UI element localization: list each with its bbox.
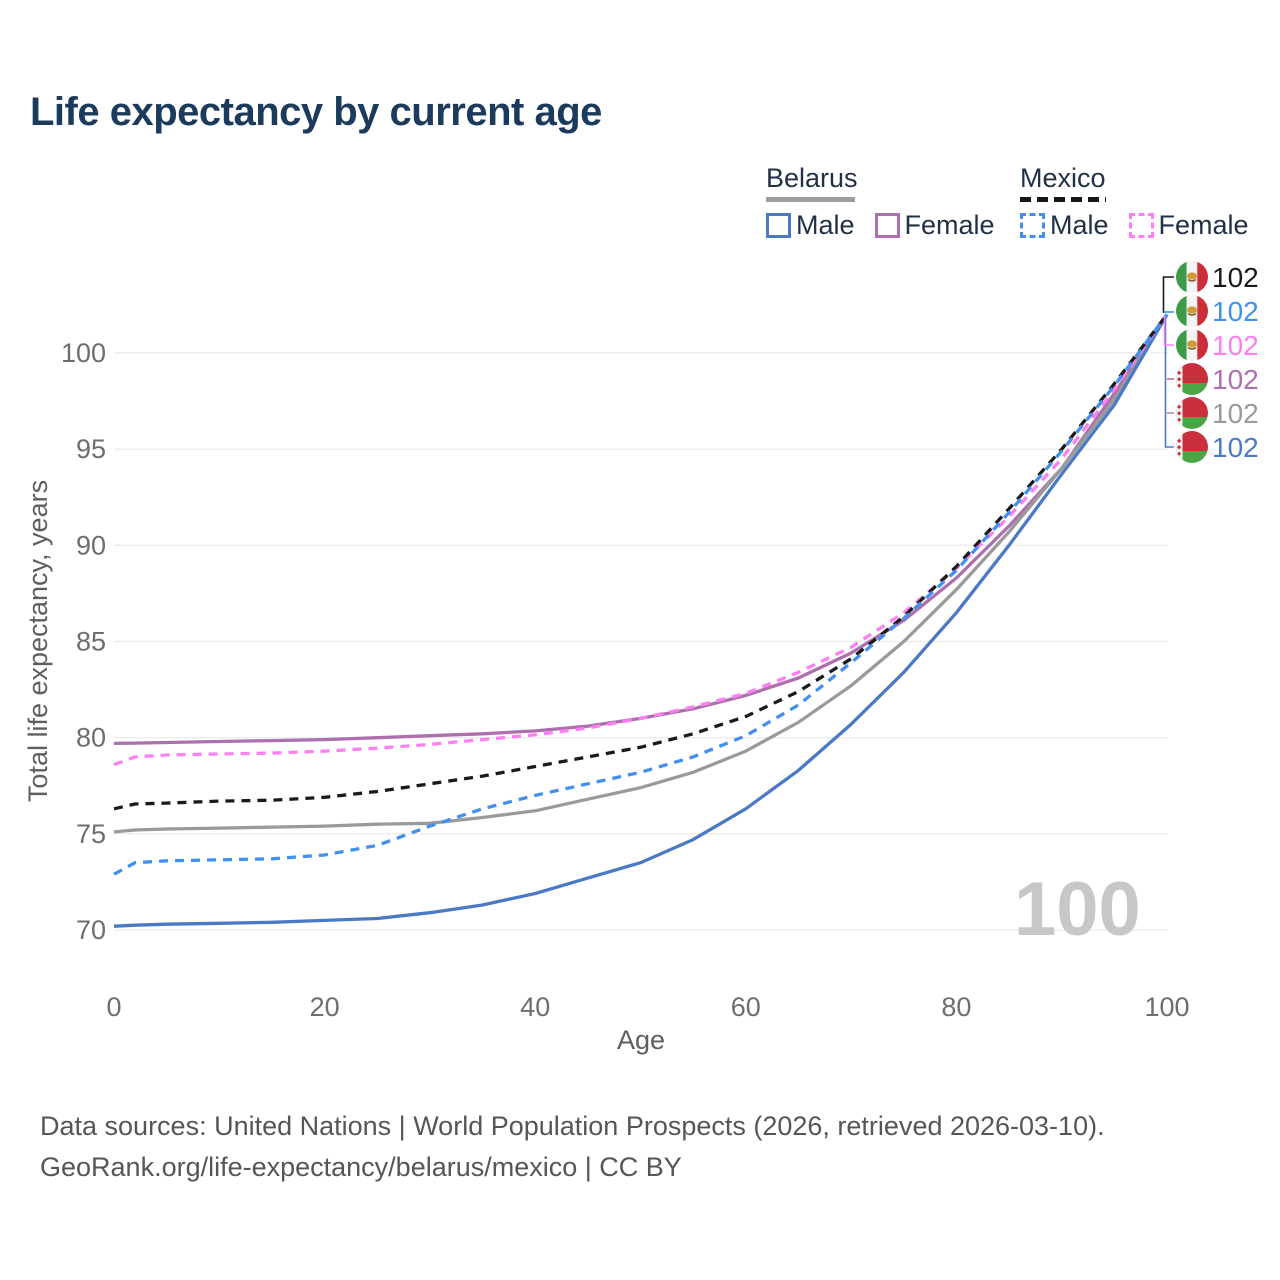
legend-item-belarus-female[interactable]: Female — [904, 210, 995, 240]
legend-item-mexico-male[interactable]: Male — [1050, 210, 1109, 240]
y-tick-label: 95 — [76, 434, 106, 464]
legend-country-belarus[interactable]: Belarus — [766, 163, 858, 193]
x-tick-label: 40 — [520, 992, 550, 1022]
end-label-connector — [1162, 276, 1174, 313]
series-line-belarus-both-sexes-[interactable] — [113, 313, 1169, 834]
y-tick-label: 85 — [76, 627, 106, 657]
mexico-male-swatch-icon[interactable] — [1020, 213, 1045, 238]
mexico-female-swatch-icon[interactable] — [1128, 213, 1154, 238]
mexico-flag-icon — [1176, 329, 1208, 361]
end-label-value: 102 — [1212, 398, 1259, 429]
y-tick-label: 100 — [61, 338, 106, 368]
mexico-dashed-line-swatch — [1020, 197, 1106, 202]
y-tick-label: 90 — [76, 530, 106, 560]
x-tick-label: 0 — [106, 992, 121, 1022]
footer-attribution: GeoRank.org/life-expectancy/belarus/mexi… — [40, 1152, 682, 1182]
legend-item-belarus-male[interactable]: Male — [796, 210, 855, 240]
end-label-value: 102 — [1212, 262, 1259, 293]
legend-group-mexico: Mexico Male Female — [1020, 163, 1249, 241]
end-label-value: 102 — [1212, 330, 1259, 361]
belarus-solid-line-swatch — [766, 197, 855, 202]
page-title: Life expectancy by current age — [30, 90, 602, 134]
series-line-belarus-female[interactable] — [113, 313, 1169, 746]
end-label-value: 102 — [1212, 296, 1259, 327]
mexico-flag-icon — [1176, 261, 1208, 293]
series-line-mexico-male[interactable] — [113, 313, 1169, 876]
end-label-connector — [1163, 316, 1174, 346]
x-tick-label: 20 — [310, 992, 340, 1022]
x-tick-label: 60 — [731, 992, 761, 1022]
legend-item-mexico-female[interactable]: Female — [1158, 210, 1249, 240]
belarus-flag-icon — [1176, 397, 1208, 429]
end-label-value: 102 — [1212, 432, 1259, 463]
belarus-female-swatch-icon[interactable] — [874, 213, 900, 238]
legend-group-belarus: Belarus Male Female — [766, 163, 995, 241]
mexico-flag-icon — [1176, 295, 1208, 327]
end-label-connector — [1164, 317, 1174, 448]
footer-data-sources: Data sources: United Nations | World Pop… — [40, 1111, 1105, 1141]
y-tick-label: 70 — [76, 915, 106, 945]
y-tick-label: 75 — [76, 819, 106, 849]
belarus-male-swatch-icon[interactable] — [766, 213, 791, 238]
belarus-flag-icon — [1176, 431, 1208, 463]
series-line-mexico-both-sexes-[interactable] — [113, 313, 1169, 811]
footer: Data sources: United Nations | World Pop… — [40, 1106, 1105, 1188]
end-label-value: 102 — [1212, 364, 1259, 395]
y-tick-label: 80 — [76, 723, 106, 753]
belarus-flag-icon — [1176, 363, 1208, 395]
series-line-belarus-male[interactable] — [113, 313, 1169, 928]
legend-country-mexico[interactable]: Mexico — [1020, 163, 1106, 193]
x-axis-title: Age — [617, 1025, 665, 1055]
series-line-mexico-female[interactable] — [113, 313, 1169, 767]
y-axis-title: Total life expectancy, years — [23, 480, 53, 802]
x-tick-label: 100 — [1144, 992, 1189, 1022]
x-tick-label: 80 — [941, 992, 971, 1022]
